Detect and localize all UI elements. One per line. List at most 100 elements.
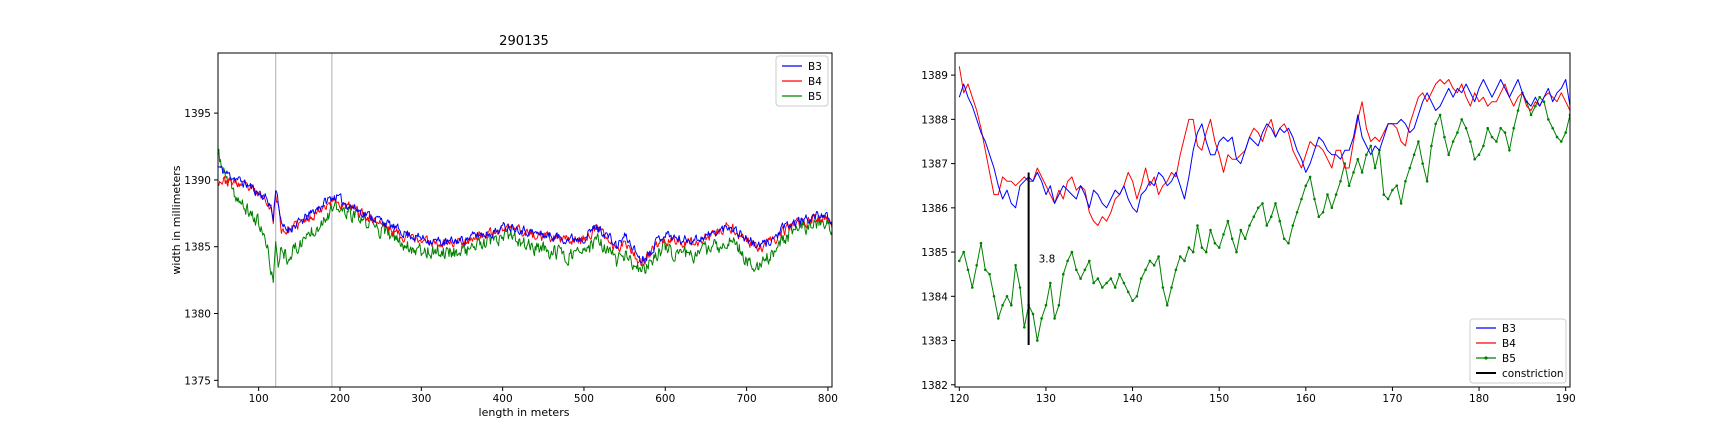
series-point-b5 <box>1555 135 1559 139</box>
series-point-b5 <box>1469 140 1472 143</box>
series-line-b5 <box>218 148 832 283</box>
series-point-b5 <box>1036 339 1039 342</box>
series-point-b5 <box>1101 286 1104 289</box>
series-point-b5 <box>1538 95 1541 99</box>
series-point-b5 <box>1018 286 1022 289</box>
chart-left: 290135 100 200 300 400 500 600 700 800 1375 1380… <box>170 34 838 419</box>
series-point-b5 <box>1031 312 1035 316</box>
series-point-b5 <box>1477 153 1481 156</box>
chart-right-y-tick-label: 1382 <box>921 380 948 392</box>
series-point-b5 <box>1352 171 1355 174</box>
series-point-b5 <box>1096 277 1100 280</box>
series-point-b5 <box>984 268 987 272</box>
series-point-b5 <box>966 268 970 272</box>
series-point-b5 <box>1057 303 1061 307</box>
series-point-b5 <box>1573 118 1576 121</box>
series-point-b5 <box>1209 228 1212 232</box>
chart-right-x-tick-label: 180 <box>1469 393 1489 405</box>
series-point-b5 <box>1256 206 1260 210</box>
series-point-b5 <box>1144 268 1147 272</box>
series-point-b5 <box>1564 131 1567 134</box>
series-point-b5 <box>1369 144 1373 148</box>
series-point-b5 <box>1308 175 1312 179</box>
series-point-b5 <box>1287 241 1290 245</box>
chart-right-frame <box>954 52 1571 388</box>
chart-left-x-tick-label: 600 <box>655 393 675 405</box>
series-point-b5 <box>1499 126 1502 130</box>
series-point-b5 <box>1373 166 1377 170</box>
chart-left-x-axis: 100 200 300 400 500 600 700 800 <box>249 387 838 405</box>
series-point-b5 <box>1152 264 1156 267</box>
series-point-b5 <box>1053 317 1056 320</box>
chart-left-y-tick-label: 1390 <box>184 175 211 187</box>
series-point-b5 <box>1269 215 1273 218</box>
chart-right-legend: B3 B4 B5 constriction <box>1469 318 1567 384</box>
series-point-b5 <box>1425 180 1429 183</box>
chart-left-x-tick-label: 500 <box>574 393 594 405</box>
chart-right-plot-area <box>958 66 1576 342</box>
series-point-b5 <box>1187 246 1191 249</box>
series-point-b5 <box>1088 259 1091 263</box>
series-point-b5 <box>1139 277 1143 280</box>
series-point-b5 <box>1230 237 1234 241</box>
chart-left-x-tick-label: 400 <box>493 393 513 405</box>
legend-label-b4: B4 <box>808 76 822 88</box>
series-point-b5 <box>1430 144 1433 148</box>
chart-right-x-tick-label: 160 <box>1296 393 1316 405</box>
chart-left-x-tick-label: 300 <box>411 393 431 405</box>
series-point-b5 <box>1551 126 1554 130</box>
chart-right-y-tick-label: 1387 <box>921 159 948 171</box>
series-point-b5 <box>992 295 996 298</box>
chart-left-y-tick-label: 1385 <box>184 242 211 254</box>
chart-right-y-tick-label: 1385 <box>921 247 948 259</box>
chart-left-legend: B3 B4 B5 <box>775 55 829 107</box>
chart-left-frame <box>217 52 833 388</box>
series-point-b5 <box>1274 202 1277 205</box>
series-point-b5 <box>1495 140 1498 143</box>
series-point-b5 <box>1473 157 1476 161</box>
series-point-b5 <box>1534 104 1537 108</box>
legend-box <box>1469 318 1567 384</box>
series-point-b5 <box>1109 277 1113 280</box>
series-point-b5 <box>1417 140 1420 143</box>
chart-right-x-tick-label: 190 <box>1556 393 1576 405</box>
series-point-b5 <box>1235 250 1238 254</box>
series-point-b5 <box>1174 268 1178 272</box>
chart-left-x-tick-label: 100 <box>249 393 269 405</box>
chart-left-y-label: width in millimeters <box>170 165 183 274</box>
series-point-b5 <box>1313 197 1316 201</box>
series-point-b5 <box>997 317 1000 320</box>
series-point-b5 <box>1382 193 1386 196</box>
series-point-b5 <box>1265 224 1269 227</box>
series-point-b5 <box>1062 272 1065 276</box>
series-point-b5 <box>1040 317 1043 320</box>
series-point-b5 <box>1547 118 1550 121</box>
series-point-b5 <box>1196 224 1199 227</box>
chart-right-x-tick-label: 120 <box>949 393 969 405</box>
legend-label-b3: B3 <box>808 61 822 73</box>
chart-right-y-tick-label: 1389 <box>921 70 948 82</box>
legend-label-b5: B5 <box>1502 353 1516 365</box>
chart-left-x-tick-label: 800 <box>818 393 838 405</box>
series-point-b5 <box>1451 140 1455 143</box>
series-point-b5 <box>1070 250 1074 254</box>
legend-label-constriction: constriction <box>1502 368 1564 380</box>
chart-left-x-tick-label: 200 <box>330 393 350 405</box>
series-point-b5 <box>1226 219 1230 223</box>
series-point-b5 <box>1404 180 1407 183</box>
series-point-b5 <box>1464 126 1468 130</box>
series-line-b5 <box>958 92 1570 341</box>
series-point-b5 <box>1113 286 1117 289</box>
series-point-b5 <box>1044 303 1048 307</box>
chart-right-x-axis: 120 130 140 150 160 170 180 190 <box>949 387 1576 405</box>
series-line-b3 <box>218 165 832 264</box>
series-point-b5 <box>1395 184 1399 187</box>
series-point-b5 <box>1360 171 1364 174</box>
series-point-b5 <box>1508 149 1511 152</box>
series-point-b5 <box>1542 100 1546 103</box>
series-point-b5 <box>1330 206 1334 210</box>
chart-right-x-tick-label: 130 <box>1036 393 1056 405</box>
chart-right-y-tick-label: 1384 <box>921 291 948 303</box>
series-point-b5 <box>1252 215 1256 218</box>
